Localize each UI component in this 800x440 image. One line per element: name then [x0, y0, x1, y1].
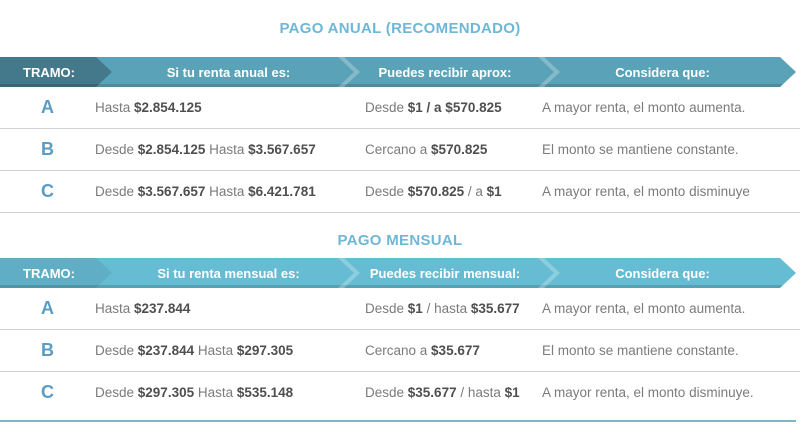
monthly-rows: A Hasta $237.844 Desde $1 / hasta $35.677 A… [0, 288, 800, 413]
bottom-divider [0, 420, 796, 422]
renta-cell: Hasta $237.844 [95, 301, 191, 316]
renta-cell: Desde $237.844 Hasta $297.305 [95, 343, 294, 358]
annual-header-recibe: Puedes recibir aprox: [378, 64, 512, 80]
tramo-letter: B [41, 340, 54, 360]
annual-header-tramo-label: TRAMO: [23, 64, 75, 80]
monthly-payment-section: PAGO MENSUAL TRAMO: Si tu renta mensual … [0, 213, 800, 422]
monthly-header-considera: Considera que: [615, 265, 710, 281]
table-row: B Desde $2.854.125 Hasta $3.567.657 Cercan… [0, 129, 800, 171]
annual-payment-section: PAGO ANUAL (RECOMENDADO) TRAMO: Si tu re… [0, 0, 800, 213]
monthly-header-renta: Si tu renta mensual es: [157, 265, 300, 281]
table-row: C Desde $3.567.657 Hasta $6.421.781 Desde … [0, 171, 800, 213]
tramo-letter: B [41, 139, 54, 159]
monthly-header-tramo-label: TRAMO: [23, 265, 75, 281]
annual-header-tramo: TRAMO: [0, 57, 112, 87]
considera-cell: El monto se mantiene constante. [542, 343, 739, 358]
considera-cell: A mayor renta, el monto disminuye [542, 184, 750, 199]
tramo-letter: C [41, 382, 54, 402]
recibe-cell: Cercano a $35.677 [365, 343, 480, 358]
monthly-header-bar: TRAMO: Si tu renta mensual es: Puedes re… [0, 258, 796, 288]
table-row: A Hasta $2.854.125 Desde $1 / a $570.825 A … [0, 87, 800, 129]
renta-cell: Hasta $2.854.125 [95, 100, 202, 115]
renta-cell: Desde $297.305 Hasta $535.148 [95, 385, 294, 400]
tramo-letter: A [41, 298, 54, 318]
monthly-header-tramo: TRAMO: [0, 258, 112, 288]
renta-cell: Desde $2.854.125 Hasta $3.567.657 [95, 142, 316, 157]
annual-section-title: PAGO ANUAL (RECOMENDADO) [279, 20, 521, 37]
table-row: C Desde $297.305 Hasta $535.148 Desde $35.… [0, 372, 800, 413]
recibe-cell: Desde $1 / a $570.825 [365, 100, 502, 115]
considera-cell: A mayor renta, el monto aumenta. [542, 100, 746, 115]
considera-cell: A mayor renta, el monto aumenta. [542, 301, 746, 316]
renta-cell: Desde $3.567.657 Hasta $6.421.781 [95, 184, 316, 199]
recibe-cell: Cercano a $570.825 [365, 142, 488, 157]
table-row: A Hasta $237.844 Desde $1 / hasta $35.677 A… [0, 288, 800, 330]
considera-cell: A mayor renta, el monto disminuye. [542, 385, 754, 400]
recibe-cell: Desde $570.825 / a $1 [365, 184, 502, 199]
recibe-cell: Desde $35.677 / hasta $1 [365, 385, 520, 400]
monthly-header-recibe: Puedes recibir mensual: [369, 265, 521, 281]
annual-header-bar: TRAMO: Si tu renta anual es: Puedes reci… [0, 57, 796, 87]
table-row: B Desde $237.844 Hasta $297.305 Cercano a … [0, 330, 800, 372]
annual-rows: A Hasta $2.854.125 Desde $1 / a $570.825 A … [0, 87, 800, 213]
recibe-cell: Desde $1 / hasta $35.677 [365, 301, 520, 316]
annual-header-renta: Si tu renta anual es: [166, 64, 291, 80]
considera-cell: El monto se mantiene constante. [542, 142, 739, 157]
tramo-letter: A [41, 97, 54, 117]
tramo-letter: C [41, 181, 54, 201]
monthly-section-title: PAGO MENSUAL [337, 232, 463, 249]
annual-header-considera: Considera que: [615, 64, 710, 80]
